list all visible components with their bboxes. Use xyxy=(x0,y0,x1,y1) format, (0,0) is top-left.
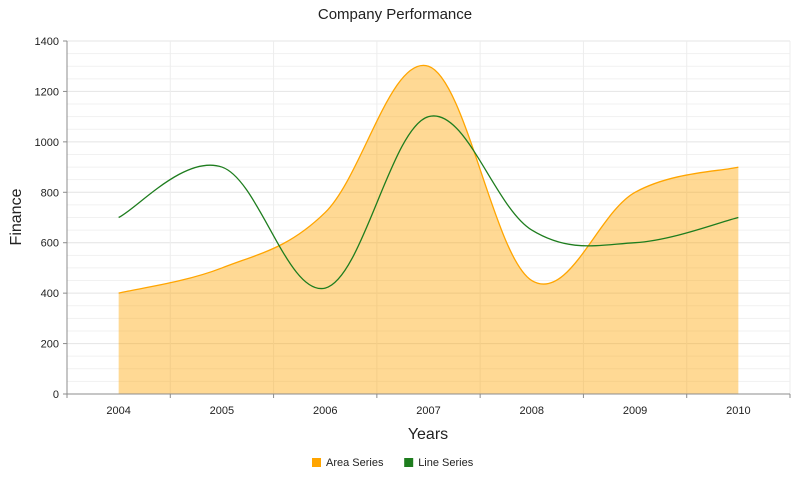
area-series-layer xyxy=(117,64,740,395)
y-tick-label: 1000 xyxy=(35,137,59,149)
line-series-point[interactable] xyxy=(220,165,224,169)
x-tick-label: 2010 xyxy=(726,405,750,417)
legend-swatch xyxy=(404,458,414,467)
area-series-point[interactable] xyxy=(736,165,740,169)
x-axis-label: Years xyxy=(408,426,448,443)
line-series-path xyxy=(118,115,739,289)
legend: Area Series Line Series xyxy=(312,457,474,469)
line-series-point[interactable] xyxy=(633,241,637,245)
area-series-point[interactable] xyxy=(427,64,431,68)
line-series-layer xyxy=(117,115,740,290)
x-tick-label: 2009 xyxy=(623,405,647,417)
line-series-point[interactable] xyxy=(323,286,327,290)
x-tick-labels: 2004 2005 2006 2007 2008 2009 2010 xyxy=(106,405,750,417)
axes xyxy=(63,40,791,398)
y-axis-label: Finance xyxy=(8,188,25,245)
area-series-outline xyxy=(118,64,739,294)
area-series-point[interactable] xyxy=(220,266,224,270)
line-series-point[interactable] xyxy=(736,216,740,220)
area-series-point[interactable] xyxy=(530,279,534,283)
area-series-point[interactable] xyxy=(323,210,327,214)
legend-label: Area Series xyxy=(326,457,384,469)
y-tick-label: 400 xyxy=(41,288,59,300)
y-tick-label: 1400 xyxy=(35,36,59,48)
x-tick-label: 2005 xyxy=(210,405,234,417)
y-tick-label: 800 xyxy=(41,187,59,199)
line-series-point[interactable] xyxy=(530,228,534,232)
legend-label: Line Series xyxy=(418,457,474,469)
area-series-point[interactable] xyxy=(633,190,637,194)
area-series-point[interactable] xyxy=(117,291,121,295)
legend-swatch xyxy=(312,458,321,467)
y-tick-labels: 0 200 400 600 800 1000 1200 1400 xyxy=(35,36,59,401)
grid xyxy=(66,40,791,395)
x-tick-label: 2007 xyxy=(416,405,440,417)
x-tick-label: 2008 xyxy=(520,405,544,417)
y-tick-label: 0 xyxy=(53,389,59,401)
chart-title: Company Performance xyxy=(318,6,472,23)
x-tick-label: 2004 xyxy=(106,405,130,417)
line-series-point[interactable] xyxy=(117,216,121,220)
x-tick-label: 2006 xyxy=(313,405,337,417)
y-tick-label: 1200 xyxy=(35,86,59,98)
y-tick-label: 200 xyxy=(41,339,59,351)
line-series-point[interactable] xyxy=(427,115,431,119)
legend-item[interactable]: Line Series xyxy=(404,457,474,469)
legend-item[interactable]: Area Series xyxy=(312,457,384,469)
y-tick-label: 600 xyxy=(41,238,59,250)
area-series-fill xyxy=(118,65,739,395)
